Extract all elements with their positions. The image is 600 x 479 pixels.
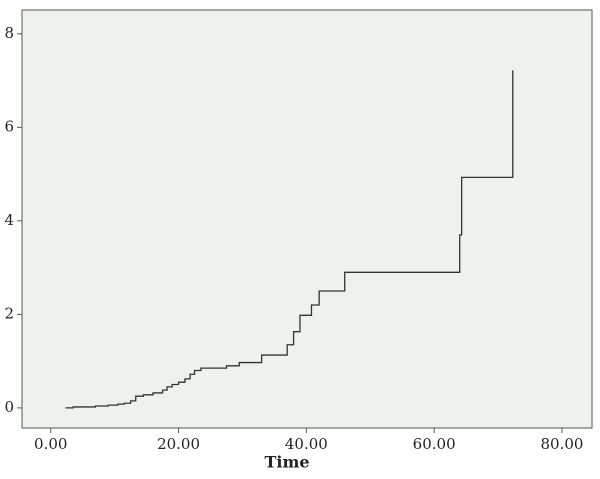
x-tick-label: 40.00 (285, 435, 328, 453)
y-tick-label: 6 (4, 117, 14, 135)
y-tick-label: 0 (4, 398, 14, 416)
y-tick-label: 4 (4, 211, 14, 229)
x-tick-label: 80.00 (540, 435, 583, 453)
x-tick-label: 60.00 (413, 435, 456, 453)
plot-area (21, 9, 593, 429)
y-tick-label: 8 (4, 24, 14, 42)
x-axis-label: Time (264, 453, 309, 472)
y-tick-label: 2 (4, 304, 14, 322)
x-tick-label: 20.00 (157, 435, 200, 453)
step-line (65, 70, 514, 409)
x-tick-label: 0.00 (34, 435, 67, 453)
